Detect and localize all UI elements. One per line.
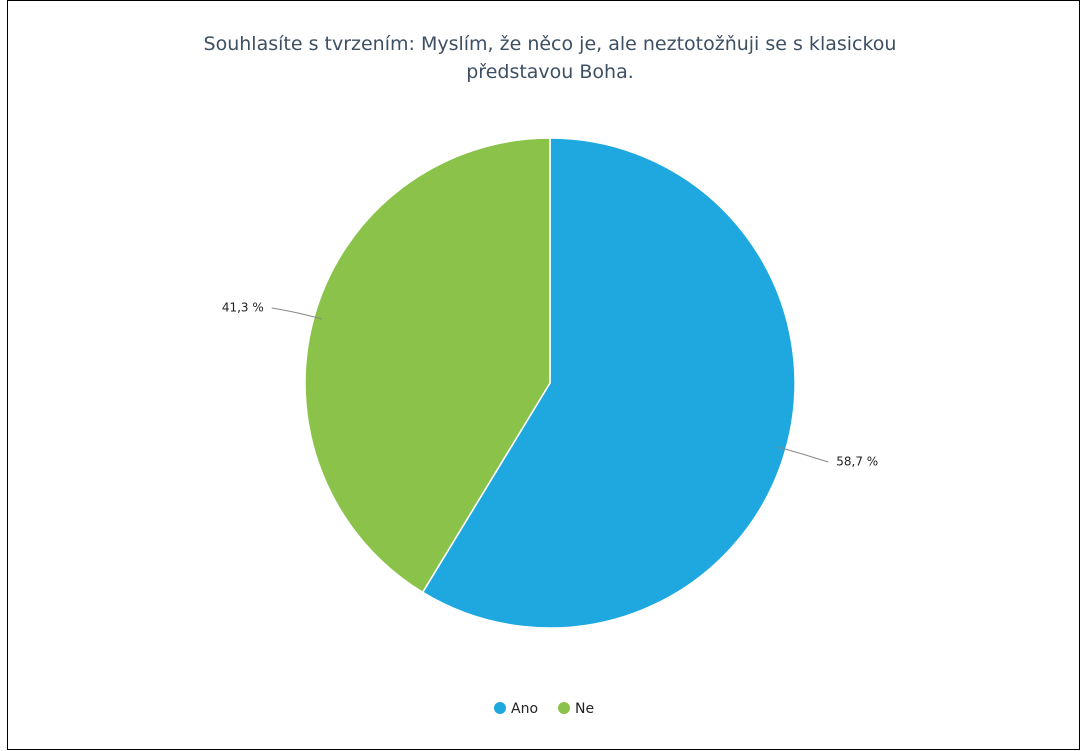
data-label: 41,3 %: [222, 301, 264, 315]
legend-marker: [494, 702, 506, 714]
data-label: 58,7 %: [836, 454, 878, 468]
label-connector: [778, 446, 829, 463]
frame: [7, 0, 1080, 750]
legend-label: Ne: [575, 701, 594, 717]
chart-title: Souhlasíte s tvrzením: Myslím, že něco j…: [203, 33, 897, 83]
label-connector: [271, 307, 322, 320]
legend-marker: [558, 702, 571, 714]
legend-label: Ano: [511, 701, 538, 717]
